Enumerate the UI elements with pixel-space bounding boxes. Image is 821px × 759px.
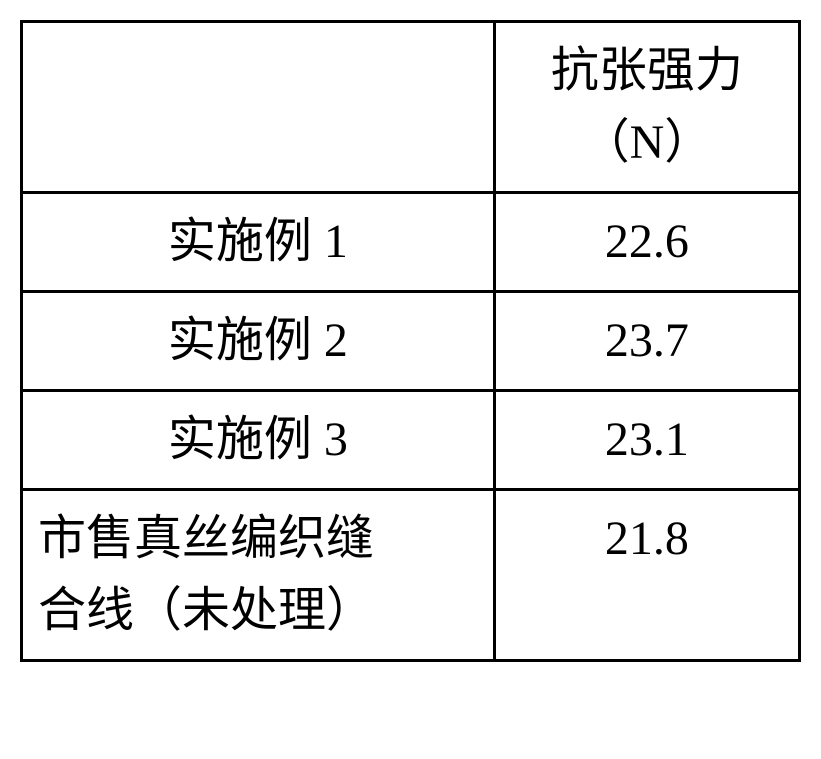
row-label: 实施例 2 — [22, 292, 495, 391]
row-value: 23.1 — [494, 391, 799, 490]
header-line1: 抗张强力 — [551, 44, 743, 97]
row-value: 22.6 — [494, 193, 799, 292]
table-row: 实施例 3 23.1 — [22, 391, 800, 490]
header-cell-empty — [22, 22, 495, 193]
table-row: 实施例 2 23.7 — [22, 292, 800, 391]
row-label: 实施例 3 — [22, 391, 495, 490]
label-line1: 市售真丝编织缝 — [38, 512, 374, 565]
label-line2: 合线（未处理） — [38, 584, 374, 637]
row-label: 实施例 1 — [22, 193, 495, 292]
row-label-multiline: 市售真丝编织缝 合线（未处理） — [22, 490, 495, 661]
table-row: 实施例 1 22.6 — [22, 193, 800, 292]
table-row: 市售真丝编织缝 合线（未处理） 21.8 — [22, 490, 800, 661]
row-value: 23.7 — [494, 292, 799, 391]
tensile-strength-table: 抗张强力 （N） 实施例 1 22.6 实施例 2 23.7 实施例 3 23.… — [20, 20, 801, 662]
table-header-row: 抗张强力 （N） — [22, 22, 800, 193]
row-value: 21.8 — [494, 490, 799, 661]
header-line2: （N） — [582, 116, 713, 169]
header-cell-strength: 抗张强力 （N） — [494, 22, 799, 193]
